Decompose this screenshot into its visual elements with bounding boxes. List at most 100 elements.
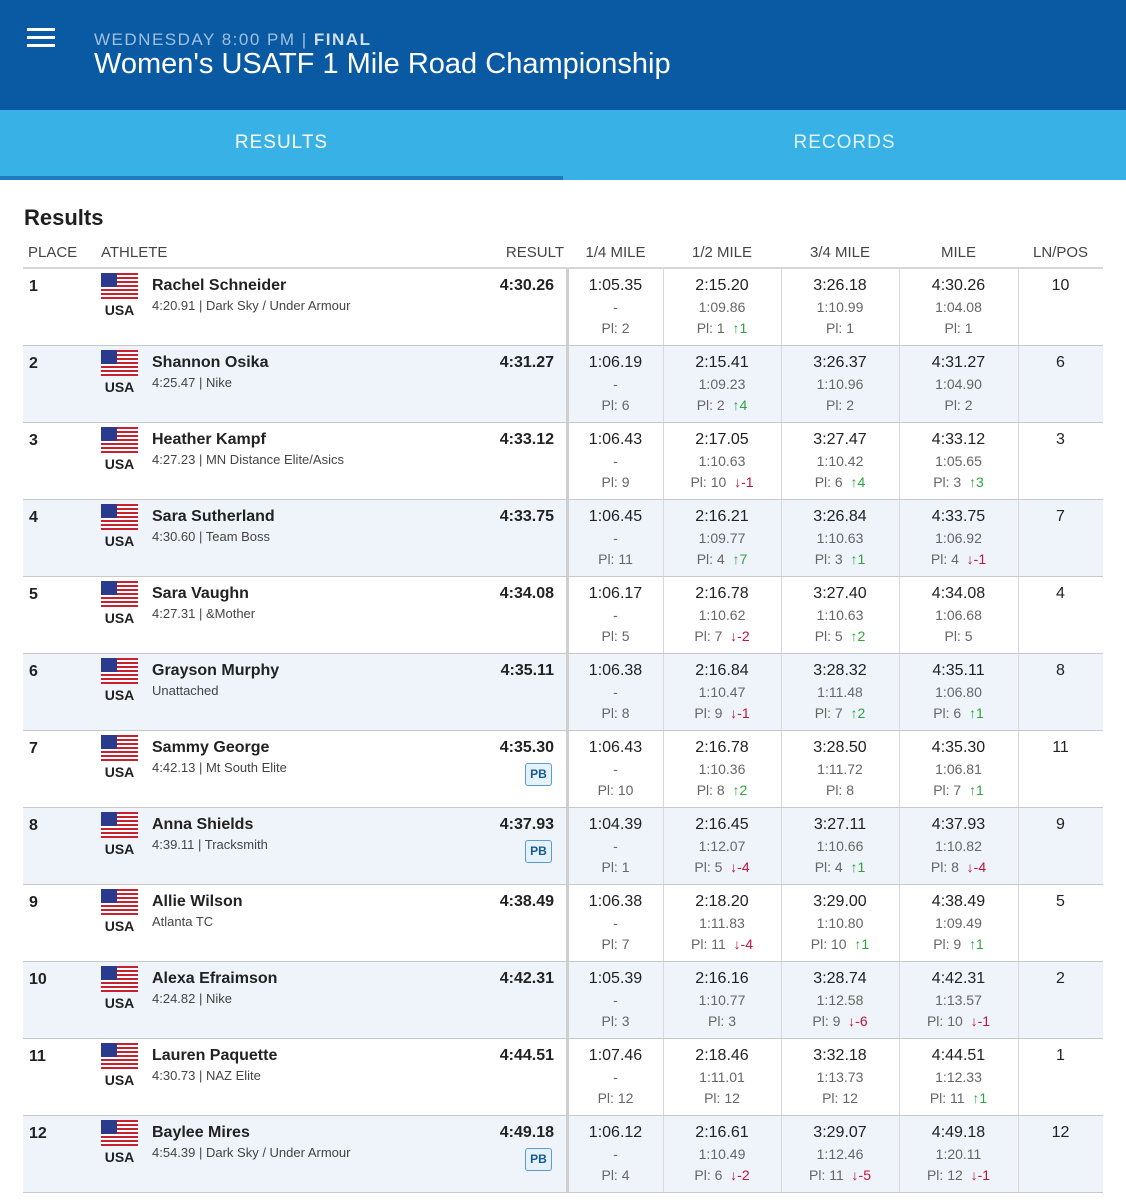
lap-time: -: [613, 453, 618, 469]
usa-flag-icon: [101, 735, 138, 761]
table-row[interactable]: 7 USA Sammy George 4:42.13 | Mt South Elite…: [23, 731, 1103, 808]
header-result[interactable]: RESULT: [505, 244, 564, 261]
header-half-mile[interactable]: 1/2 MILE: [691, 244, 753, 261]
header-athlete[interactable]: ATHLETE: [101, 244, 168, 261]
position-text: Pl: 12: [822, 1090, 858, 1106]
column-divider: [566, 500, 569, 576]
lap-time: 1:10.42: [816, 453, 864, 469]
tab-records[interactable]: RECORDS: [793, 132, 896, 153]
lap-time: 1:13.57: [935, 992, 982, 1008]
lap-time: 1:05.65: [935, 453, 982, 469]
athlete-name[interactable]: Rachel Schneider: [152, 277, 287, 294]
lap-time: -: [613, 684, 618, 700]
usa-flag-icon: [101, 889, 138, 915]
split-position: Pl: 4: [568, 1167, 663, 1183]
split-position: Pl: 12 ↓-1: [899, 1167, 1018, 1183]
hamburger-menu-icon[interactable]: [27, 28, 55, 48]
header-lnpos[interactable]: LN/POS: [1032, 244, 1089, 261]
column-divider: [781, 423, 782, 499]
position-text: Pl: 1: [825, 320, 854, 336]
lap-time: 1:04.90: [935, 376, 982, 392]
split-time: 1:06.12: [588, 1124, 643, 1141]
results-table: PLACE ATHLETE RESULT 1/4 MILE 1/2 MILE 3…: [23, 237, 1103, 1193]
split-cell: 1:07.46 - Pl: 12: [568, 1039, 663, 1115]
column-divider: [566, 885, 569, 961]
position-change: 1: [739, 320, 748, 336]
page-title: Women's USATF 1 Mile Road Championship: [94, 48, 671, 80]
usa-flag-icon: [101, 350, 138, 376]
split-position: Pl: 12: [568, 1090, 663, 1106]
split-cell: 4:35.11 1:06.80 Pl: 6 ↑1: [899, 654, 1018, 730]
arrow-up-icon: ↑: [969, 936, 976, 952]
header-quarter-mile[interactable]: 1/4 MILE: [585, 244, 646, 261]
split-time: 2:16.84: [695, 662, 749, 679]
split-position: Pl: 7 ↑1: [899, 782, 1018, 798]
split-cell: 1:06.19 - Pl: 6: [568, 346, 663, 422]
tab-results[interactable]: RESULTS: [234, 132, 329, 153]
arrow-down-icon: ↓: [730, 1167, 738, 1183]
position-change: 3: [976, 474, 984, 490]
lap-time: 1:10.99: [816, 299, 864, 315]
arrow-down-icon: ↓: [966, 551, 974, 567]
lap-time: 1:10.63: [816, 530, 864, 546]
split-position: Pl: 1: [781, 320, 899, 336]
section-title: Results: [24, 205, 104, 230]
athlete-name[interactable]: Sammy George: [152, 739, 270, 756]
athlete-name[interactable]: Heather Kampf: [152, 431, 266, 448]
athlete-name[interactable]: Sara Sutherland: [152, 508, 275, 525]
column-divider: [1018, 1039, 1019, 1115]
lap-time: 1:06.68: [935, 607, 982, 623]
table-row[interactable]: 2 USA Shannon Osika 4:25.47 | Nike 4:31.27 1:…: [23, 346, 1103, 423]
table-row[interactable]: 8 USA Anna Shields 4:39.11 | Tracksmith 4:37…: [23, 808, 1103, 885]
position-text: Pl: 2: [601, 320, 630, 336]
split-cell: 2:16.45 1:12.07 Pl: 5 ↓-4: [663, 808, 781, 884]
split-time: 2:18.46: [695, 1047, 749, 1064]
split-time: 2:16.78: [695, 739, 749, 756]
position-change: 1: [976, 705, 984, 721]
athlete-name[interactable]: Baylee Mires: [152, 1124, 250, 1141]
table-row[interactable]: 9 USA Allie Wilson Atlanta TC 4:38.49 1:06.38…: [23, 885, 1103, 962]
athlete-name[interactable]: Lauren Paquette: [152, 1047, 278, 1064]
athlete-name[interactable]: Grayson Murphy: [152, 662, 280, 679]
split-time: 4:31.27: [931, 354, 986, 371]
table-row[interactable]: 1 USA Rachel Schneider 4:20.91 | Dark Sky /…: [23, 269, 1103, 346]
split-position: Pl: 9 ↑1: [899, 936, 1018, 952]
lap-time: 1:10.77: [698, 992, 746, 1008]
lane-position: 7: [1056, 508, 1065, 525]
table-row[interactable]: 3 USA Heather Kampf 4:27.23 | MN Distance E…: [23, 423, 1103, 500]
athlete-name[interactable]: Alexa Efraimson: [152, 970, 278, 987]
table-row[interactable]: 4 USA Sara Sutherland 4:30.60 | Team Boss 4:…: [23, 500, 1103, 577]
position-change: -1: [737, 705, 750, 721]
athlete-name[interactable]: Anna Shields: [152, 816, 254, 833]
lap-time: 1:12.33: [935, 1069, 982, 1085]
position-change: 1: [857, 859, 866, 875]
athlete-name[interactable]: Shannon Osika: [152, 354, 269, 371]
position-text: Pl: 1: [601, 859, 630, 875]
table-row[interactable]: 10 USA Alexa Efraimson 4:24.82 | Nike 4:42.3…: [23, 962, 1103, 1039]
header-mile[interactable]: MILE: [940, 244, 976, 261]
position-text: Pl: 5: [694, 859, 723, 875]
table-row[interactable]: 11 USA Lauren Paquette 4:30.73 | NAZ Elite 4…: [23, 1039, 1103, 1116]
place: 3: [29, 432, 38, 449]
split-time: 4:42.31: [931, 970, 986, 987]
table-row[interactable]: 5 USA Sara Vaughn 4:27.31 | &Mother 4:34.08 1…: [23, 577, 1103, 654]
column-divider: [899, 1039, 900, 1115]
split-position: Pl: 10 ↓-1: [899, 1013, 1018, 1029]
arrow-up-icon: ↑: [732, 551, 740, 567]
usa-flag-icon: [101, 1120, 138, 1146]
lap-time: 1:10.63: [816, 607, 864, 623]
table-row[interactable]: 12 USA Baylee Mires 4:54.39 | Dark Sky / Un…: [23, 1116, 1103, 1193]
usa-flag-icon: [101, 581, 138, 607]
split-cell: 2:18.46 1:11.01 Pl: 12: [663, 1039, 781, 1115]
header-place[interactable]: PLACE: [28, 244, 78, 261]
split-position: Pl: 9: [568, 474, 663, 490]
split-position: Pl: 3 ↑1: [781, 551, 899, 567]
split-cell: 3:26.18 1:10.99 Pl: 1: [781, 269, 899, 345]
split-time: 3:29.00: [813, 893, 867, 910]
athlete-name[interactable]: Allie Wilson: [152, 893, 243, 910]
athlete-name[interactable]: Sara Vaughn: [152, 585, 249, 602]
header-three-quarter-mile[interactable]: 3/4 MILE: [809, 244, 871, 261]
table-row[interactable]: 6 USA Grayson Murphy Unattached 4:35.11 1:06.…: [23, 654, 1103, 731]
position-change: 4: [857, 474, 866, 490]
column-divider: [663, 423, 664, 499]
